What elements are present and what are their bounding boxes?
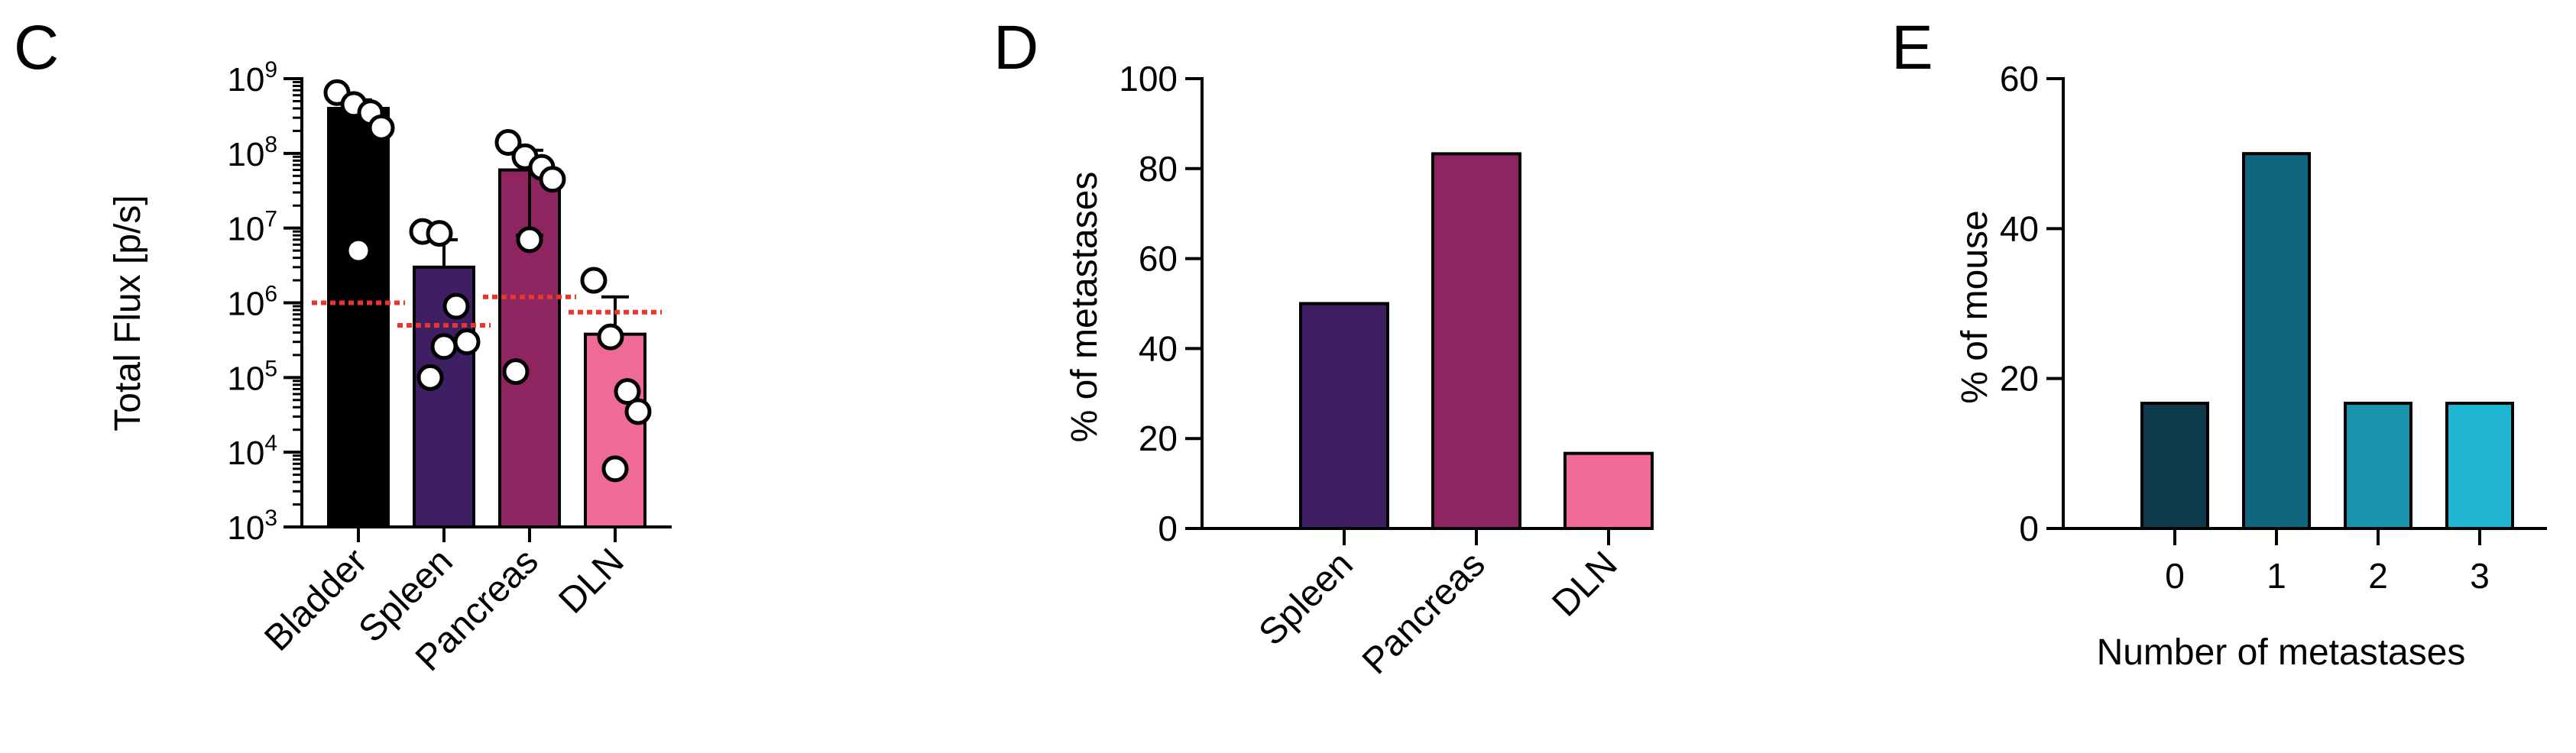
x-tick-label: 2 (2368, 556, 2388, 596)
chart-e-xlabel: Number of metastases (2097, 632, 2466, 673)
y-tick-label: 105 (227, 356, 277, 397)
chart-e-ylabel: % of mouse (1955, 210, 1995, 403)
y-tick-label: 103 (227, 506, 277, 547)
y-tick-label: 20 (2000, 359, 2039, 399)
y-tick-label: 107 (227, 207, 277, 248)
y-tick-label: 60 (1139, 239, 1178, 279)
bar (2242, 152, 2311, 531)
chart-c: 103104105106107108109BladderSpleenPancre… (227, 57, 672, 679)
data-point (345, 237, 372, 264)
data-point (502, 358, 530, 386)
data-point (494, 129, 522, 157)
chart-c-ylabel: Total Flux [p/s] (108, 195, 148, 431)
x-tick-label: 3 (2470, 556, 2490, 596)
y-tick-label: 0 (2019, 509, 2039, 548)
data-point (426, 220, 453, 247)
panel-letter-c: C (14, 13, 59, 82)
bar (1431, 152, 1521, 530)
y-tick-label: 104 (227, 431, 277, 472)
panel-letter-d: D (993, 13, 1039, 82)
panel-letter-e: E (1891, 13, 1933, 82)
y-tick-label: 0 (1158, 509, 1178, 548)
data-point (580, 267, 608, 294)
data-point (430, 333, 458, 360)
data-point (416, 364, 444, 391)
x-tick-label: DLN (1544, 544, 1625, 624)
x-tick-label: DLN (551, 541, 631, 621)
data-point (614, 378, 641, 406)
y-tick-label: 109 (227, 57, 277, 99)
bar-bladder (327, 106, 390, 528)
bar (1299, 302, 1389, 530)
chart-e: 0 20 40 60 0 1 2 3 (2000, 59, 2547, 596)
data-point (601, 455, 629, 483)
data-point (539, 166, 566, 193)
y-tick-label: 108 (227, 132, 277, 173)
y-tick-label: 40 (1139, 328, 1178, 368)
x-tick-label: Pancreas (1355, 544, 1493, 682)
bar (2445, 402, 2514, 530)
y-tick-label: 80 (1139, 149, 1178, 189)
data-point (624, 398, 652, 425)
data-point (453, 328, 481, 356)
x-tick-label: Bladder (257, 541, 374, 658)
y-tick-label: 20 (1139, 419, 1178, 458)
x-tick-label: Spleen (1252, 544, 1361, 653)
x-tick-label: 0 (2165, 556, 2185, 596)
data-point (368, 114, 395, 141)
y-tick-label: 106 (227, 282, 277, 323)
bar-dln (584, 332, 646, 528)
y-tick-label: 60 (2000, 59, 2039, 99)
bar (2344, 402, 2412, 530)
y-tick-label: 100 (1119, 59, 1178, 99)
x-tick-label: 1 (2267, 556, 2286, 596)
bar (1563, 451, 1654, 531)
bar (2140, 402, 2209, 530)
y-tick-label: 40 (2000, 208, 2039, 248)
data-point (442, 292, 470, 320)
chart-d-ylabel: % of metastases (1064, 172, 1105, 443)
data-point (516, 226, 543, 254)
data-point (597, 323, 624, 351)
